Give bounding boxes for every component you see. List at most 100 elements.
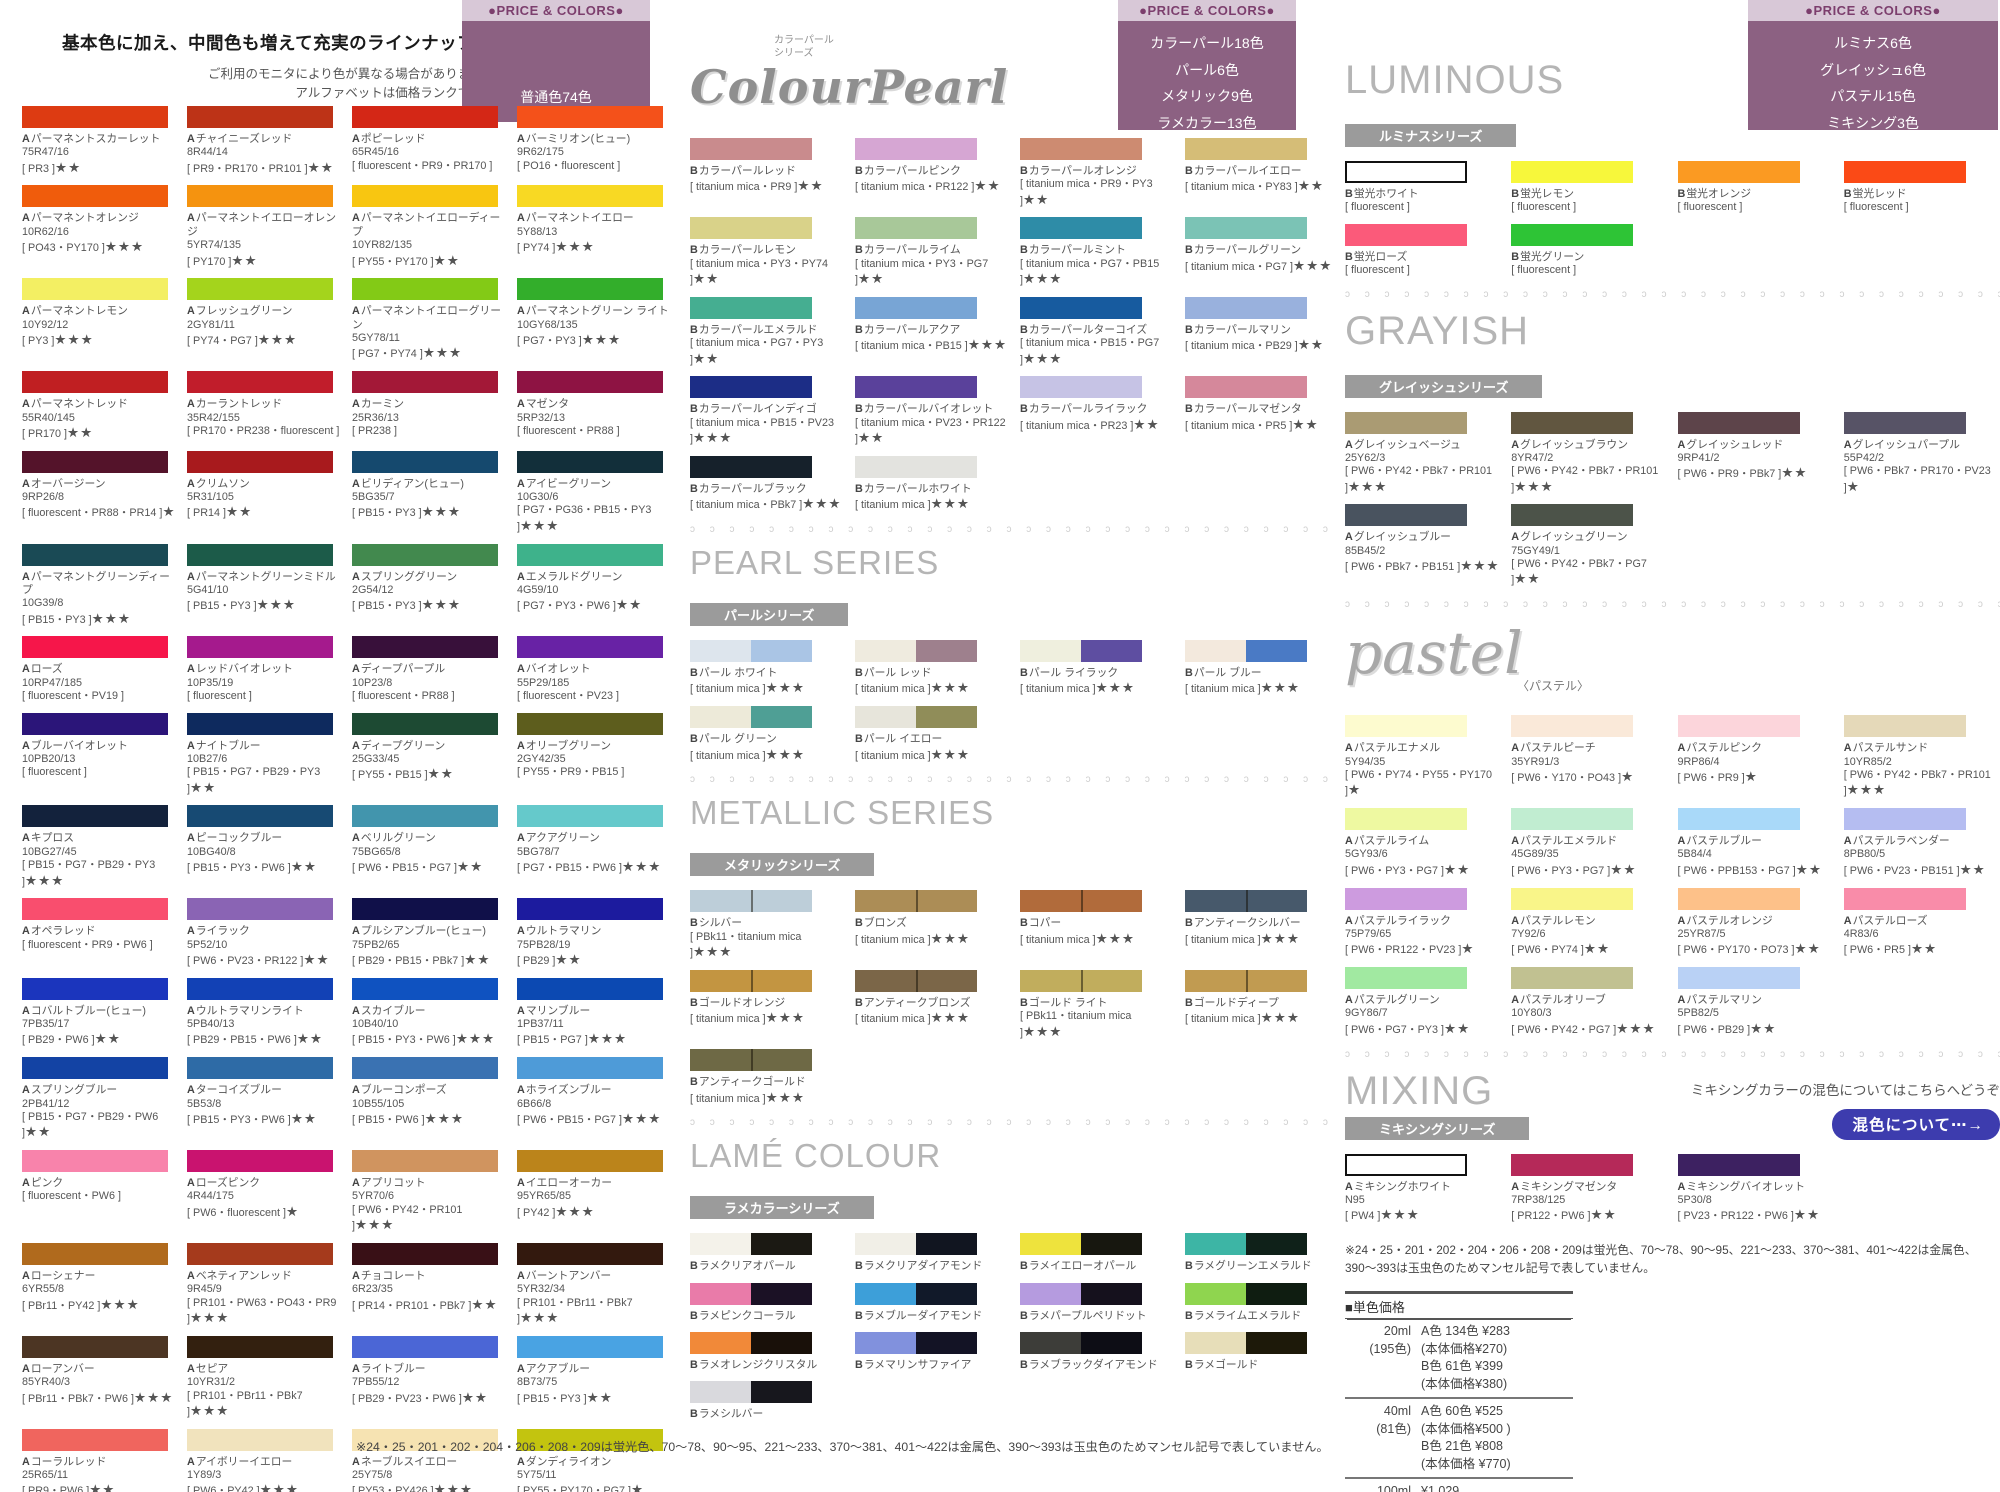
munsell-code: 6R23/35 xyxy=(352,1283,393,1296)
star-rating: ★ xyxy=(1744,768,1758,784)
pigment-info: [ PB29・PB15・PBk7 ]★★ xyxy=(352,952,491,967)
munsell-code: 8B73/75 xyxy=(517,1376,558,1389)
munsell-code: 10RP47/185 xyxy=(22,676,83,689)
color-swatch xyxy=(855,640,977,663)
swatch-entry: Aアクアグリーン 5BG78/7[ PG7・PB15・PW6 ]★★★ xyxy=(517,805,672,889)
star-rating: ★★ xyxy=(471,1296,498,1312)
color-swatch xyxy=(22,805,168,828)
swatch-entry: Aグレイッシュレッド 9RP41/2[ PW6・PR9・PBk7 ]★★ xyxy=(1677,411,1834,496)
star-rating: ★★★ xyxy=(587,1031,628,1047)
pigment-info: [ PR101・PBr11・PBk7 ]★★★ xyxy=(517,1296,633,1326)
star-rating: ★★★ xyxy=(1260,680,1300,696)
pigment-info: [ PO43・PY170 ]★★★ xyxy=(22,239,145,255)
color-swatch xyxy=(352,450,498,473)
pigment-info: [ PY3 ]★★★ xyxy=(22,332,94,348)
swatch-entry: Aバーミリオン(ヒュー) 9R62/175[ PO16・fluorescent ] xyxy=(517,106,672,176)
swatch-name: Aパステルピンク xyxy=(1677,742,1762,755)
swatch-name: Aローアンバー xyxy=(22,1362,95,1375)
pigment-info: [ PB29・PW6 ]★★ xyxy=(22,1031,121,1047)
pigment-info: [ PW6・PY42・PG7 ]★★★ xyxy=(1511,1020,1656,1036)
color-swatch xyxy=(1511,161,1634,183)
pigment-info: [ titanium mica・PV23・PR122 ]★★ xyxy=(855,416,1006,446)
swatch-entry: Bラメイエローオパール xyxy=(1020,1233,1175,1273)
pigment-info: [ PB15・PY3 ]★★★ xyxy=(187,597,296,613)
swatch-name: Bブロンズ xyxy=(855,917,907,930)
pigment-info: [ PW6・PR9 ]★ xyxy=(1677,768,1758,784)
price-colors-box-normal: ●PRICE & COLORS● 普通色74色 xyxy=(462,0,650,122)
star-rating: ★★ xyxy=(1292,416,1319,432)
color-swatch xyxy=(1511,411,1634,434)
swatch-entry: Bコパー[ titanium mica ]★★★ xyxy=(1020,890,1175,960)
pigment-info: [ PB15・PG7・PB29・PY3 ]★★★ xyxy=(22,859,156,888)
pearl-series-counts: カラーパール18色 パール6色 メタリック9色 ラメカラー13色 xyxy=(1118,21,1296,142)
swatch-name: Bパール ブルー xyxy=(1185,667,1262,680)
munsell-code: 10GY68/135 xyxy=(517,318,578,331)
swatch-name: Aパステルブルー xyxy=(1677,835,1762,848)
munsell-code: 55R40/145 xyxy=(22,411,75,424)
swatch-entry: Aバーントアンバー 5YR32/34[ PR101・PBr11・PBk7 ]★★★ xyxy=(517,1242,672,1327)
color-swatch xyxy=(1843,808,1966,831)
color-swatch xyxy=(690,296,812,319)
swatch-name: Aミキシングホワイト xyxy=(1345,1180,1451,1193)
swatch-entry: Aパーマネントイエロー 5Y88/13[ PY74 ]★★★ xyxy=(517,185,672,269)
color-swatch xyxy=(855,376,977,399)
color-swatch xyxy=(690,217,812,240)
colourpearl-logo-text: ColourPearl xyxy=(690,60,1009,114)
pigment-info: [ PB15・PG7 ]★★★ xyxy=(517,1031,628,1047)
color-swatch xyxy=(855,1282,977,1305)
color-swatch xyxy=(1345,808,1467,831)
swatch-name: Aローシェナー xyxy=(22,1269,96,1282)
star-rating: ★★★ xyxy=(1260,930,1300,946)
munsell-code: 10B27/6 xyxy=(187,752,228,765)
price-colors-box-special: ●PRICE & COLORS● ルミナス6色 グレイッシュ6色 パステル15色 ミキ… xyxy=(1748,0,1998,131)
swatch-entry: Bラメオレンジクリスタル xyxy=(690,1332,845,1372)
color-swatch xyxy=(1843,411,1966,434)
color-swatch xyxy=(690,1233,812,1256)
color-swatch xyxy=(1345,223,1467,246)
swatch-entry: Aターコイズブルー 5B53/8[ PB15・PY3・PW6 ]★★ xyxy=(187,1057,342,1141)
color-swatch xyxy=(855,1332,977,1355)
star-rating: ★★ xyxy=(464,952,491,967)
star-rating: ★★ xyxy=(1590,1207,1617,1223)
pigment-info: [ PB15・PG7・PB29・PY3 ]★★ xyxy=(187,766,321,795)
swatch-name: Bラメイエローオパール xyxy=(1020,1260,1137,1273)
swatch-name: Aマリンブルー xyxy=(517,1004,591,1017)
munsell-code: 10G30/6 xyxy=(517,491,559,504)
swatch-entry: Aローズ 10RP47/185[ fluorescent・PV19 ] xyxy=(22,636,177,703)
swatch-name: Aカーミン xyxy=(352,398,404,411)
color-swatch xyxy=(1185,1233,1307,1256)
swatch-name: Bカラーパールイエロー xyxy=(1185,165,1302,177)
munsell-code: 25R36/13 xyxy=(352,411,399,424)
swatch-name: Aパステルグリーン xyxy=(1345,994,1440,1007)
mixing-link-button[interactable]: 混色について⋯→ xyxy=(1832,1108,2000,1140)
swatch-name: Aグレイッシュブラウン xyxy=(1511,438,1629,451)
pigment-info: [ PW6・PV23・PR122 ]★★ xyxy=(187,952,330,967)
price-table-row: 40ml (81色) A色 60色 ¥525 (本体価格¥500 ) B色 21色… xyxy=(1345,1399,1573,1480)
pigment-info: [ titanium mica・PB15・PG7 ]★★★ xyxy=(1020,337,1160,366)
price-table-row: 20ml (195色) A色 134色 ¥283 (本体価格¥270) B色 61… xyxy=(1345,1319,1573,1400)
star-rating: ★★★ xyxy=(1514,478,1554,494)
color-swatch xyxy=(187,106,333,128)
color-swatch xyxy=(1511,808,1634,831)
color-swatch xyxy=(517,1057,663,1080)
swatch-entry: Aパステルピーチ 35YR91/3[ PW6・Y170・PO43 ]★ xyxy=(1511,715,1667,799)
pigment-info: [ PR170 ]★★ xyxy=(22,424,94,440)
series-count-line: パール6色 xyxy=(1175,61,1239,78)
color-swatch xyxy=(1185,217,1307,240)
metallic-series-grid: Bシルバー[ PBk11・titanium mica ]★★★ Bブロンズ[ ti… xyxy=(690,890,1340,1106)
pigment-info: [ PB15・PY3 ]★★★ xyxy=(352,504,461,520)
pigment-info: [ fluorescent・PV23 ] xyxy=(517,690,620,703)
pigment-info: [ PR9・PR170・PR101 ]★★ xyxy=(187,159,334,175)
swatch-entry: B蛍光レッド[ fluorescent ] xyxy=(1843,161,2000,215)
swatch-entry: Aキプロス 10BG27/45[ PB15・PG7・PB29・PY3 ]★★★ xyxy=(22,805,177,889)
swatch-name: Aスプリンググリーン xyxy=(352,570,458,583)
color-swatch xyxy=(690,969,812,992)
color-swatch xyxy=(1185,296,1307,319)
swatch-name: Aアイビーグリーン xyxy=(517,477,612,490)
swatch-entry: Bカラーパールピンク[ titanium mica・PR122 ]★★ xyxy=(855,138,1010,208)
swatch-entry: Aピーコックブルー 10BG40/8[ PB15・PY3・PW6 ]★★ xyxy=(187,805,342,889)
color-swatch xyxy=(352,1057,498,1080)
swatch-entry: Aディープパープル 10P23/8[ fluorescent・PR88 ] xyxy=(352,636,507,703)
color-swatch xyxy=(22,898,168,921)
swatch-name: Bアンティークゴールド xyxy=(690,1076,806,1089)
